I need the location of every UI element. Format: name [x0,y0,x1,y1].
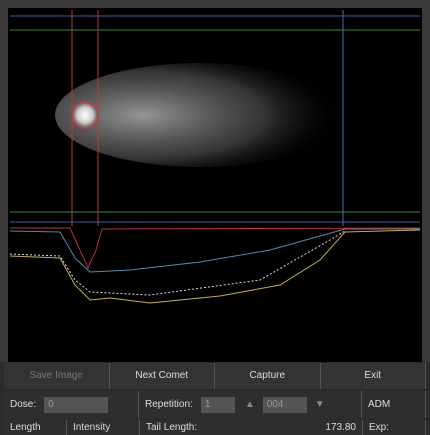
label: Dose: [10,399,37,410]
down-arrow[interactable]: ▼ [314,399,325,410]
input[interactable]: 004 [262,396,307,413]
button[interactable]: Next Comet [109,363,215,389]
up-arrow[interactable]: ▲ [244,399,255,410]
profile-curve [9,229,421,304]
profile-curve [9,228,420,273]
input[interactable]: 1 [200,396,235,413]
results-row: Length Intensity Tail Length: 173.80 Exp… [4,420,426,435]
button[interactable]: Exit [320,363,426,389]
label: Exp: [363,420,426,435]
tail-length-cell: Tail Length: 173.80 [140,420,363,435]
mode: ADM [368,399,391,410]
label: Length [4,420,67,435]
canvas [8,8,422,362]
comet-tail [55,63,345,167]
comet-head [71,101,99,129]
dose-cell: Dose: 0 [4,391,139,418]
label: Repetition: [145,399,193,410]
button[interactable]: Capture [215,363,321,389]
label: Intensity [67,420,140,435]
label: Tail Length: [146,422,198,433]
image-view [0,0,430,362]
mode-cell: ADM [362,391,426,418]
toolbar: Save Image Next Comet Capture Exit [4,363,426,389]
input[interactable]: 0 [44,396,109,413]
params-row: Dose: 0 Repetition: 1 ▲ 004 ▼ ADM [4,391,426,418]
value: 173.80 [325,422,356,433]
button[interactable]: Save Image [4,363,110,389]
profile-curve [10,227,421,270]
repetition-cell: Repetition: 1 ▲ 004 ▼ [139,391,362,418]
